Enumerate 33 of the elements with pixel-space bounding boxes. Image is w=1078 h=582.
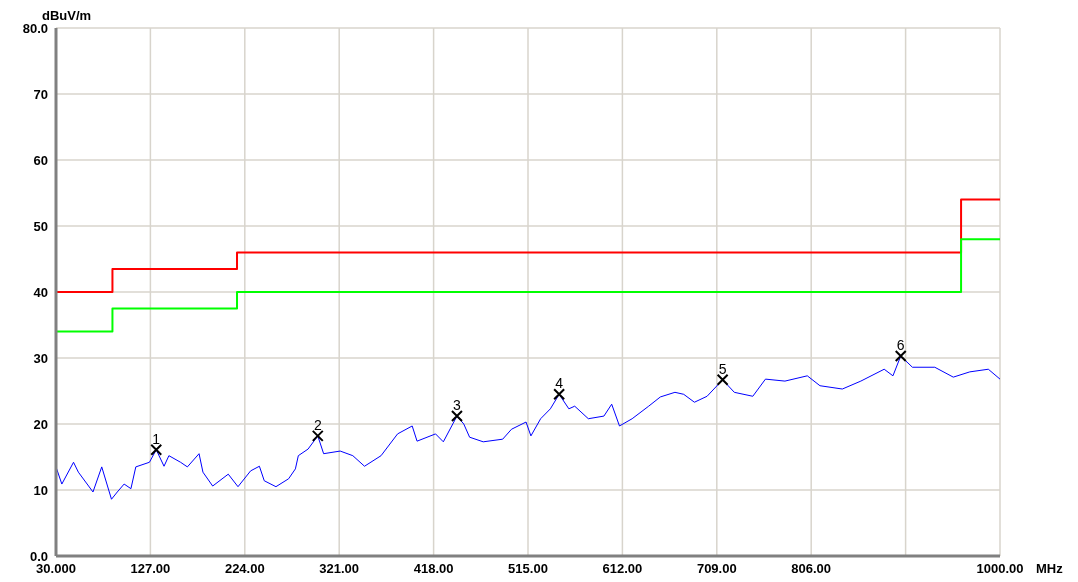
y-axis-title: dBuV/m: [42, 8, 92, 23]
x-tick-label: 321.00: [319, 561, 360, 577]
annotation: 1: [152, 430, 161, 447]
x-tick-label: 709.00: [696, 561, 737, 577]
y-tick-label: 30: [33, 350, 48, 366]
point: [894, 350, 907, 363]
x-tick-label: 127.00: [130, 561, 171, 577]
point: [553, 388, 566, 401]
x-tick-label: 515.00: [508, 561, 548, 577]
y-tick-label: 20: [33, 416, 48, 432]
y-tick-label: 10: [33, 482, 48, 498]
x-tick-label: 1000.00: [976, 561, 1024, 577]
annotation: 2: [313, 416, 322, 433]
annotation: 4: [555, 375, 564, 392]
y-tick-label: 0.0: [29, 548, 48, 564]
x-tick-label: 224.00: [224, 561, 265, 577]
x-tick-label: 806.00: [791, 561, 832, 577]
point: [450, 410, 463, 423]
point: [716, 373, 729, 386]
y-tick-label: 60: [33, 152, 48, 168]
y-tick-label: 80.0: [22, 20, 48, 36]
y-tick-label: 40: [33, 284, 48, 300]
x-tick-label: 612.00: [602, 561, 643, 577]
x-axis-title: MHz: [1036, 561, 1064, 576]
annotation: 6: [896, 337, 905, 354]
x-tick-label: 30.000: [36, 561, 76, 577]
x-tick-label: 418.00: [413, 561, 454, 577]
y-tick-label: 50: [33, 218, 48, 234]
y-tick-label: 70: [33, 86, 48, 102]
annotation: 5: [718, 360, 727, 377]
point: [311, 429, 324, 442]
point: [150, 443, 163, 456]
annotation: 3: [453, 397, 462, 414]
